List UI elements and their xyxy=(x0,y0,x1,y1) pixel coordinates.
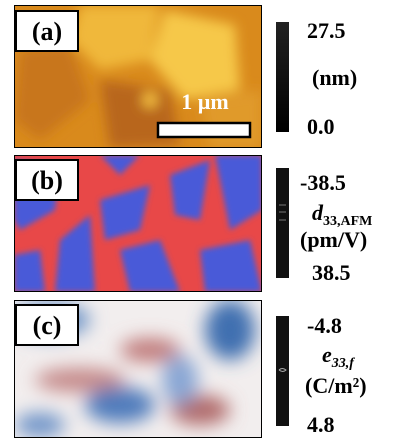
scale-min: 4.8 xyxy=(307,412,335,437)
scale-bar-label: 1 µm xyxy=(181,89,229,114)
unit: (nm) xyxy=(312,65,357,90)
scale-max: -38.5 xyxy=(300,170,346,195)
subscript: 33,f xyxy=(331,356,356,371)
unit: (pm/V) xyxy=(300,227,367,252)
colorbar xyxy=(276,22,289,132)
scale-max: 27.5 xyxy=(307,18,346,43)
colorbar xyxy=(276,316,289,426)
scale-bar xyxy=(158,123,250,137)
unit: (C/m²) xyxy=(305,373,367,398)
symbol: e xyxy=(322,342,332,367)
scale-min: 0.0 xyxy=(307,114,335,139)
scale-max: -4.8 xyxy=(307,313,342,338)
quantity: e33,f xyxy=(322,342,355,371)
colorbar xyxy=(276,168,289,278)
quantity: d33,AFM xyxy=(312,200,372,229)
panel-label: (c) xyxy=(33,311,62,340)
panel-label: (b) xyxy=(31,166,63,195)
figure: 1 µm xyxy=(0,0,401,441)
panel-label: (a) xyxy=(32,17,62,46)
scale-min: 38.5 xyxy=(312,260,351,285)
